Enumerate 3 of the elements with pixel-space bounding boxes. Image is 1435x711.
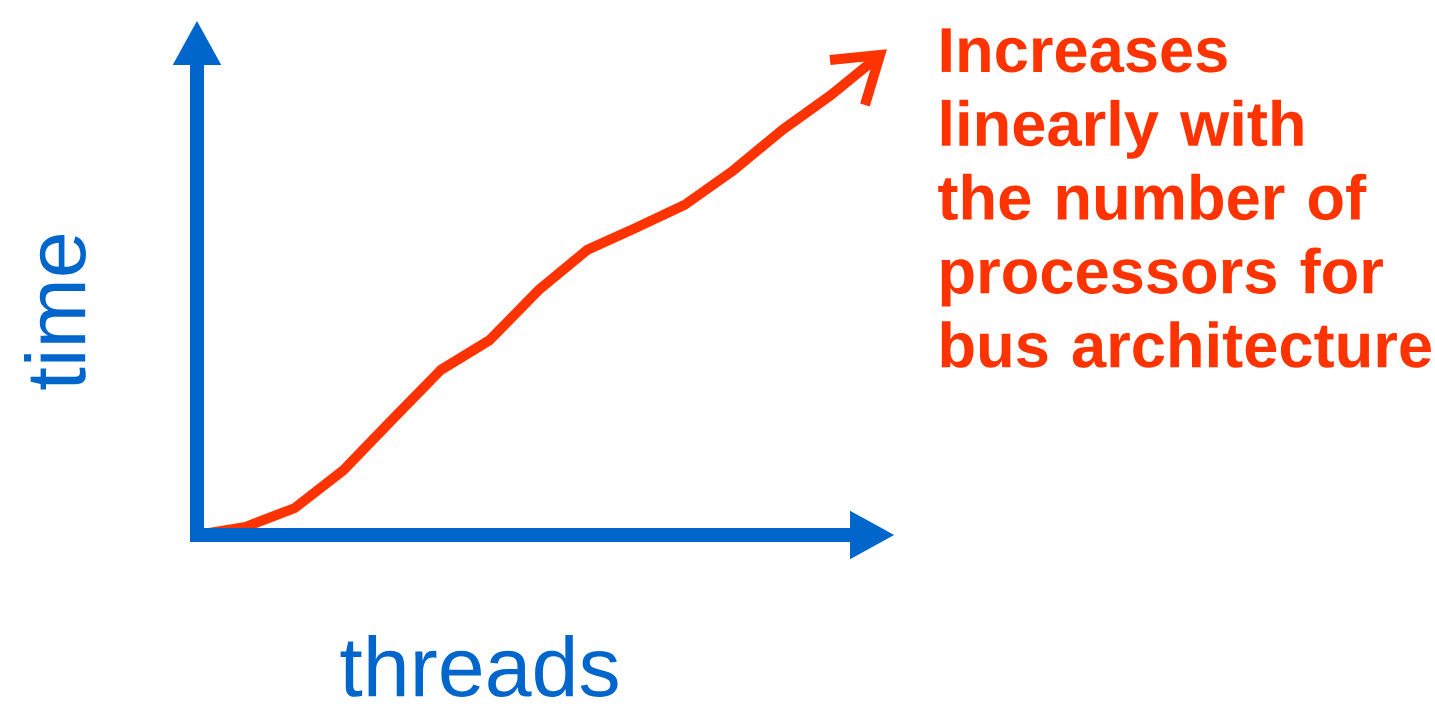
y-axis-title: time	[24, 235, 86, 390]
text: Increases linearly with the number of processors for bus architecture	[938, 28, 1431, 368]
x-axis-title: threads	[340, 635, 618, 697]
